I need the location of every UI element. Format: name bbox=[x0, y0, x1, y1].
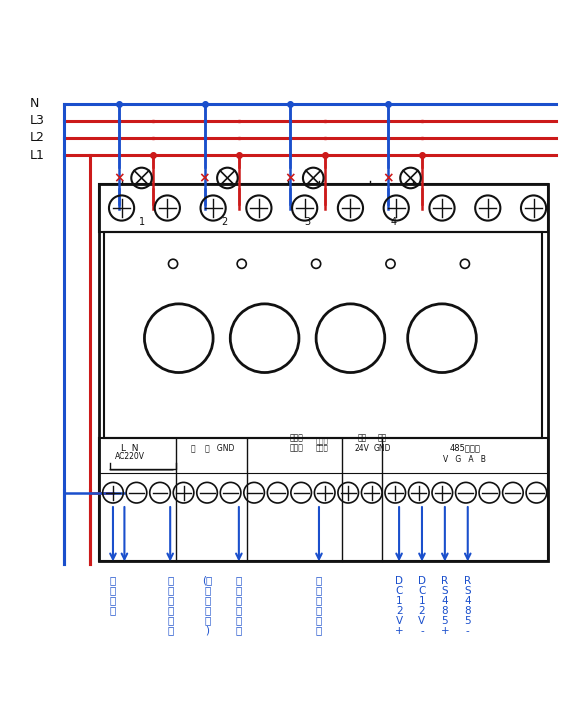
Text: 消防反
信号模: 消防反 信号模 bbox=[316, 437, 328, 451]
Text: 消防
24V: 消防 24V bbox=[354, 434, 369, 453]
Text: 4: 4 bbox=[390, 216, 396, 226]
Bar bbox=[99, 184, 548, 233]
Text: D
C
1
2
V
-: D C 1 2 V - bbox=[418, 576, 426, 636]
Text: ×: × bbox=[199, 171, 210, 185]
Text: ×: × bbox=[285, 171, 296, 185]
Text: 消
防
联
动
接
口: 消 防 联 动 接 口 bbox=[316, 576, 322, 636]
Text: L2: L2 bbox=[30, 131, 45, 145]
Text: ×: × bbox=[382, 171, 393, 185]
Text: 消信反
防号模: 消信反 防号模 bbox=[289, 434, 303, 453]
Text: ×: × bbox=[113, 171, 125, 185]
Text: L  N: L N bbox=[121, 443, 139, 453]
Text: 3: 3 bbox=[305, 216, 310, 226]
Text: 2: 2 bbox=[221, 216, 228, 226]
Text: N: N bbox=[30, 97, 39, 110]
Text: (消
防
干
接
点
): (消 防 干 接 点 ) bbox=[202, 576, 213, 636]
Text: 消
防
信
号
反
馈: 消 防 信 号 反 馈 bbox=[236, 576, 242, 636]
Text: 界    言   GND: 界 言 GND bbox=[191, 443, 235, 453]
Text: AC220V: AC220V bbox=[115, 452, 145, 461]
Text: V   G   A   B: V G A B bbox=[443, 455, 486, 464]
Bar bbox=[105, 233, 542, 439]
Text: D
C
1
2
V
+: D C 1 2 V + bbox=[395, 576, 404, 636]
Text: R
S
4
8
5
+: R S 4 8 5 + bbox=[440, 576, 449, 636]
Text: 485数据口: 485数据口 bbox=[450, 443, 480, 453]
Text: L1: L1 bbox=[30, 149, 45, 161]
Text: R
S
4
8
5
-: R S 4 8 5 - bbox=[464, 576, 472, 636]
Text: L3: L3 bbox=[30, 114, 45, 127]
Text: 外
接
点
动
开
关: 外 接 点 动 开 关 bbox=[167, 576, 173, 636]
Bar bbox=[99, 439, 548, 561]
Text: 工
作
电
源: 工 作 电 源 bbox=[110, 576, 116, 615]
Text: 1: 1 bbox=[139, 216, 145, 226]
Bar bbox=[99, 184, 548, 561]
Text: 消防
GND: 消防 GND bbox=[373, 434, 390, 453]
